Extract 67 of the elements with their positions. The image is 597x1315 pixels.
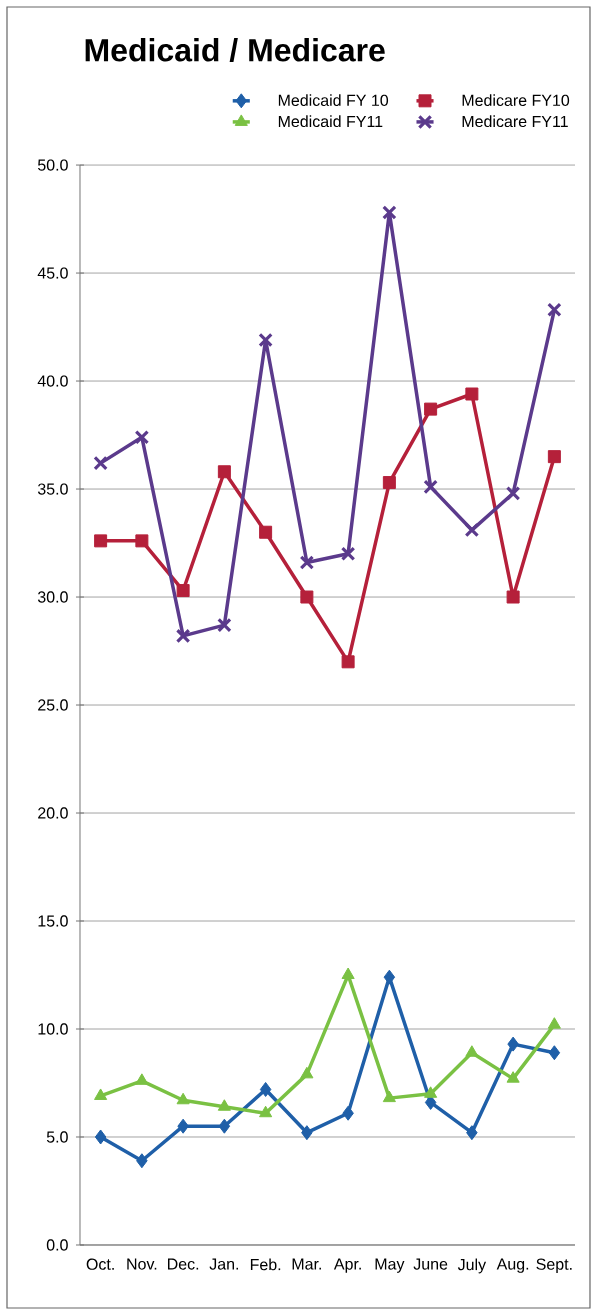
x-tick-label: Nov. bbox=[127, 1258, 157, 1270]
y-tick-label: 35.0 bbox=[37, 483, 68, 495]
y-tick-label: 30.0 bbox=[37, 591, 68, 603]
point bbox=[466, 1125, 478, 1141]
x-tick-label: Dec. bbox=[167, 1258, 199, 1270]
y-tick-label: 25.0 bbox=[38, 699, 68, 711]
y-tick-label: 50.0 bbox=[37, 159, 68, 171]
point bbox=[301, 1125, 313, 1141]
point bbox=[506, 1071, 520, 1083]
point bbox=[176, 584, 190, 598]
point bbox=[507, 1036, 519, 1052]
legend-label: Medicare FY10 bbox=[462, 94, 570, 107]
x-tick-label: Mar. bbox=[292, 1258, 321, 1270]
y-tick-label: 0.0 bbox=[46, 1239, 68, 1251]
x-tick-label: Oct. bbox=[86, 1258, 114, 1270]
x-tick-label: Feb. bbox=[250, 1258, 281, 1271]
point bbox=[259, 525, 273, 539]
point bbox=[217, 1099, 231, 1111]
y-tick-label: 40.0 bbox=[37, 375, 68, 387]
point bbox=[136, 1153, 148, 1169]
point bbox=[382, 476, 396, 490]
point bbox=[465, 1045, 479, 1057]
point bbox=[547, 1017, 561, 1029]
point bbox=[341, 967, 355, 980]
y-tick-label: 10.0 bbox=[38, 1023, 68, 1035]
point bbox=[342, 1105, 354, 1121]
chart-title: Medicaid / Medicare bbox=[85, 38, 385, 62]
legend-label: Medicaid FY11 bbox=[278, 115, 383, 128]
point bbox=[341, 655, 355, 669]
point bbox=[465, 387, 479, 401]
legend-label: Medicaid FY 10 bbox=[278, 94, 389, 107]
point bbox=[259, 1105, 273, 1118]
point bbox=[424, 1086, 438, 1098]
point bbox=[259, 1081, 272, 1097]
point bbox=[548, 1045, 561, 1061]
x-tick-label: Jan. bbox=[209, 1258, 239, 1270]
y-tick-label: 15.0 bbox=[38, 915, 68, 927]
x-tick-label: Apr. bbox=[333, 1258, 361, 1273]
point bbox=[94, 1129, 107, 1145]
point bbox=[382, 1090, 396, 1103]
legend-label: Medicare FY11 bbox=[462, 115, 568, 128]
y-tick-label: 5.0 bbox=[46, 1131, 68, 1143]
point bbox=[382, 205, 397, 220]
point bbox=[465, 523, 479, 537]
point bbox=[300, 590, 314, 604]
point bbox=[135, 534, 149, 548]
point bbox=[94, 1088, 108, 1100]
point bbox=[217, 465, 231, 479]
point bbox=[176, 629, 190, 643]
x-tick-label: May bbox=[375, 1258, 405, 1273]
point bbox=[176, 1092, 190, 1105]
point bbox=[547, 450, 561, 464]
x-tick-label: June bbox=[413, 1258, 448, 1270]
point bbox=[177, 1118, 189, 1134]
point bbox=[341, 547, 355, 561]
point bbox=[218, 1118, 231, 1134]
point bbox=[94, 534, 108, 548]
x-tick-label: Sept. bbox=[536, 1258, 572, 1274]
point bbox=[300, 1066, 314, 1079]
y-tick-label: 20.0 bbox=[38, 807, 68, 819]
point bbox=[383, 969, 396, 985]
x-tick-label: Aug. bbox=[496, 1258, 529, 1273]
point bbox=[424, 402, 438, 416]
y-tick-label: 45.0 bbox=[37, 267, 68, 279]
x-tick-label: July bbox=[457, 1258, 487, 1274]
point bbox=[506, 590, 520, 604]
point bbox=[135, 1073, 149, 1085]
